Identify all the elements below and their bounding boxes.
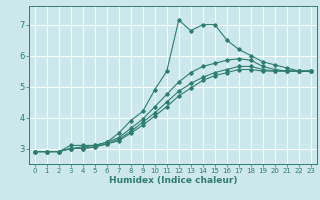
X-axis label: Humidex (Indice chaleur): Humidex (Indice chaleur) <box>108 176 237 185</box>
